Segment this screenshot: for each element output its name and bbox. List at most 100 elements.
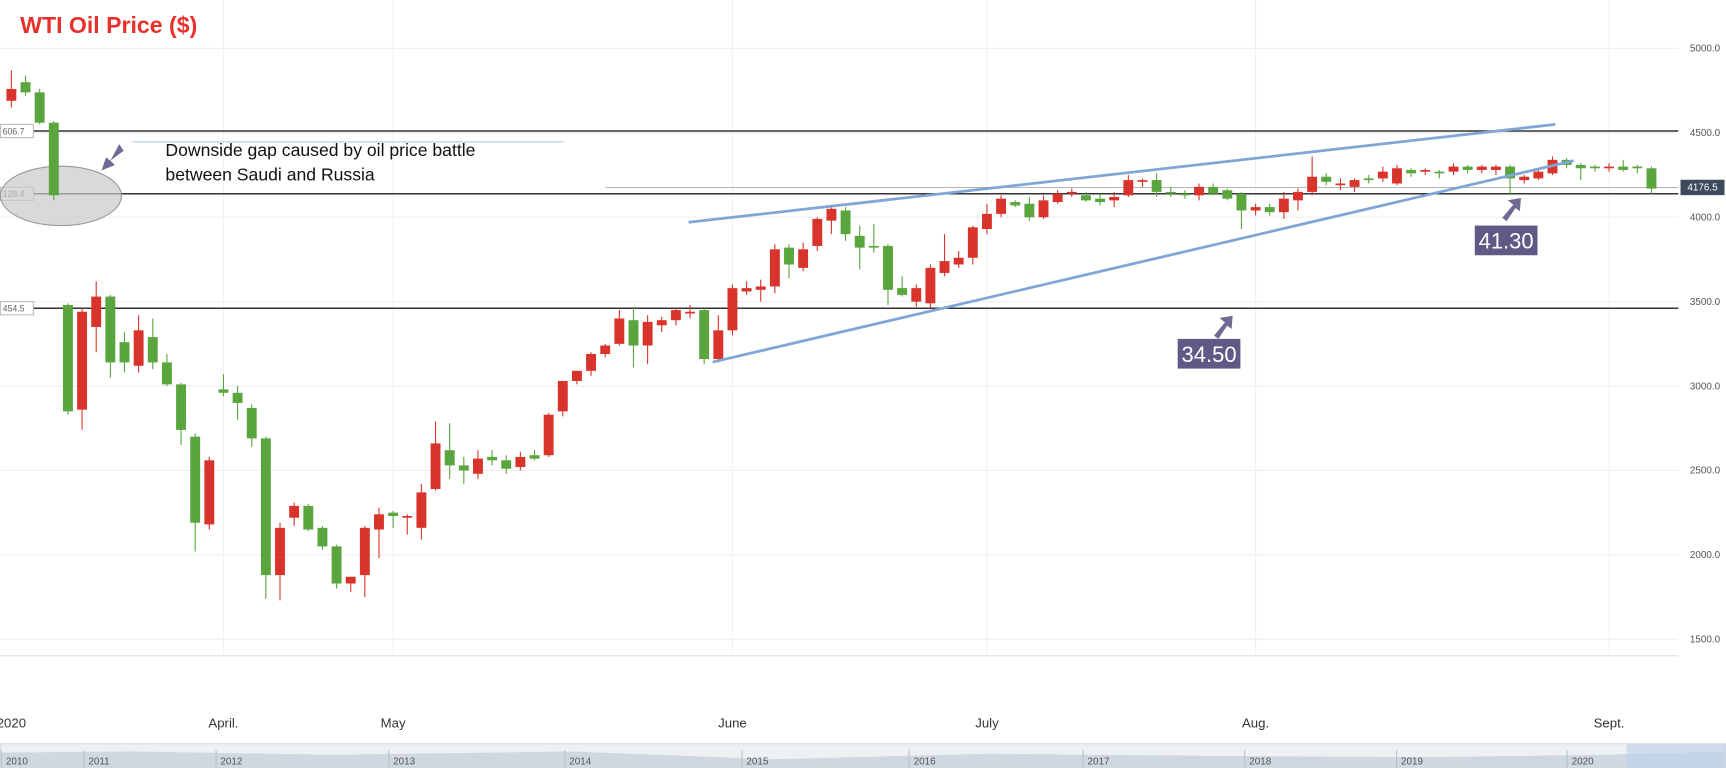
candle-body: [812, 218, 823, 246]
candle-body: [161, 362, 172, 385]
candle-body: [1462, 166, 1473, 170]
candle-body: [515, 456, 526, 468]
candle-body: [1278, 198, 1289, 213]
candle-body: [897, 288, 908, 295]
candle-body: [1236, 193, 1247, 211]
candle-body: [1095, 198, 1106, 203]
candle-body: [769, 249, 780, 287]
candle-body: [798, 249, 809, 268]
last-price-box: [1680, 179, 1725, 196]
navigator-label: 2010: [6, 757, 29, 768]
candle-body: [1208, 186, 1219, 194]
candle-body: [600, 345, 611, 354]
level-tag: 454.5: [3, 304, 25, 314]
candle-body: [1420, 169, 1431, 172]
x-tick-label: 2020: [0, 715, 26, 730]
candle-body: [1618, 166, 1629, 170]
candle-body: [1519, 176, 1530, 181]
arrow: [1502, 198, 1521, 222]
y-tick-label: 2000.0: [1690, 550, 1721, 561]
y-tick-label: 3000.0: [1690, 381, 1721, 392]
candle-body: [826, 208, 837, 221]
candle-body: [1335, 183, 1346, 186]
candle-body: [1505, 166, 1516, 179]
candle-body: [1165, 191, 1176, 194]
candle-body: [628, 320, 639, 346]
candle-body: [713, 330, 724, 360]
y-tick-label: 3500.0: [1690, 297, 1721, 308]
candle-body: [784, 247, 794, 265]
candle-body: [260, 438, 271, 576]
candle-body: [1363, 178, 1374, 181]
candle-body: [204, 460, 215, 525]
candle-body: [1264, 207, 1275, 213]
candle-body: [939, 261, 950, 273]
navigator-window: [1626, 743, 1726, 768]
last-price-label: 4176.5: [1687, 183, 1718, 194]
candle-body: [501, 460, 512, 469]
x-tick-label: Aug.: [1242, 715, 1269, 730]
candle-body: [1604, 166, 1615, 169]
candle-body: [1448, 166, 1459, 172]
navigator-area: [0, 751, 1726, 768]
navigator-label: 2013: [393, 757, 416, 768]
navigator-label: 2020: [1572, 757, 1595, 768]
candle-body: [331, 546, 342, 584]
candle-body: [1293, 191, 1303, 201]
candle-body: [953, 257, 964, 265]
candle-body: [868, 245, 879, 248]
candle-body: [741, 288, 752, 292]
candle-body: [656, 320, 667, 326]
navigator-label: 2018: [1249, 757, 1272, 768]
candle-body: [1349, 180, 1360, 187]
x-tick-label: Sept.: [1594, 715, 1625, 730]
trendline: [688, 123, 1556, 224]
level-tag: 606.7: [3, 126, 25, 136]
candle-body: [458, 465, 469, 471]
x-tick-label: May: [381, 715, 406, 730]
candle-body: [925, 267, 936, 304]
candle-body: [77, 311, 88, 410]
candle-body: [20, 82, 31, 93]
gap-note: between Saudi and Russia: [165, 164, 375, 184]
candle-body: [529, 455, 540, 459]
candle-body: [1392, 168, 1402, 184]
candle-body: [854, 235, 865, 248]
candle-body: [755, 286, 766, 290]
candle-body: [105, 296, 116, 363]
candle-body: [34, 92, 45, 123]
gap-note: Downside gap caused by oil price battle: [165, 140, 475, 160]
candle-body: [444, 450, 455, 466]
candle-body: [147, 337, 158, 363]
candle-body: [1080, 195, 1091, 201]
navigator-label: 2016: [914, 757, 937, 768]
candle-body: [1109, 196, 1120, 201]
candle-body: [91, 296, 102, 327]
x-tick-label: July: [975, 715, 999, 730]
x-tick-label: April.: [208, 715, 238, 730]
candle-body: [303, 505, 314, 530]
candle-body: [1010, 202, 1021, 206]
candle-body: [571, 370, 582, 381]
candle-body: [967, 227, 978, 258]
candle-body: [996, 198, 1007, 214]
candle-body: [1024, 203, 1035, 218]
x-tick-label: June: [718, 715, 747, 730]
candle-body: [1321, 176, 1332, 182]
candle-body: [430, 443, 441, 490]
y-tick-label: 4000.0: [1690, 213, 1721, 224]
chart-title: WTI Oil Price ($): [20, 12, 197, 38]
candle-body: [345, 576, 356, 584]
candle-body: [642, 321, 653, 346]
candle-body: [883, 245, 893, 290]
candle-body: [133, 330, 144, 366]
candle-body: [1066, 191, 1077, 194]
candle-body: [1222, 190, 1233, 199]
candle-body: [840, 210, 851, 235]
candle-body: [374, 514, 384, 530]
candle-body: [119, 342, 130, 363]
candle-body: [1632, 166, 1643, 169]
